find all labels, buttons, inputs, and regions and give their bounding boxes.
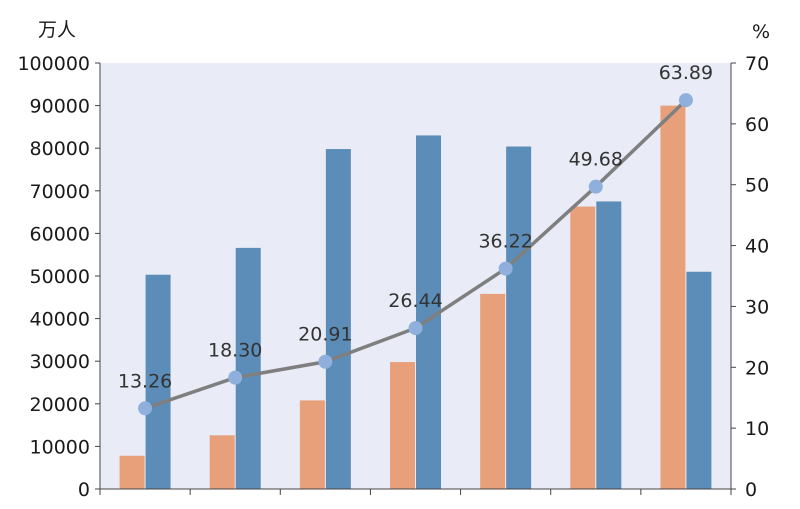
left-tick-label: 0 [78,479,90,501]
bar-series2-5 [506,146,532,489]
left-tick-label: 10000 [30,436,90,458]
right-tick-label: 20 [745,357,769,379]
bar-series1-4 [390,362,415,489]
left-axis-unit: 万人 [38,19,76,41]
right-tick-label: 30 [745,296,769,318]
ratio-point-1 [138,401,153,416]
plot-area [100,63,731,489]
right-tick-label: 70 [745,53,769,75]
bar-series2-2 [235,247,261,489]
ratio-line: 13.26 18.30 20.91 26.44 36.22 49.68 63.89 [118,62,713,416]
bar-series1-5 [480,293,506,489]
right-tick-label: 60 [745,114,769,136]
left-tick-label: 50000 [30,266,90,288]
bar-series2-1 [145,274,171,489]
ratio-label-2: 18.30 [208,340,262,362]
ratio-point-5 [498,261,513,276]
ratio-point-4 [408,321,423,336]
bar-series2-7 [686,271,712,489]
left-tick-label: 90000 [30,96,90,118]
ratio-point-6 [588,179,603,194]
bar-series1-1 [119,455,145,489]
bar-series2-3 [325,149,351,489]
ratio-point-3 [318,354,333,369]
ratio-label-5: 36.22 [478,231,532,253]
bar-series1-7 [660,105,686,489]
right-tick-label: 40 [745,236,769,258]
ratio-label-7: 63.89 [659,62,713,84]
bar-series1-2 [209,435,235,489]
left-tick-label: 60000 [30,223,90,245]
right-axis-unit: % [752,21,770,43]
bars [119,105,712,490]
left-tick-label: 20000 [30,394,90,416]
left-tick-label: 80000 [30,138,90,160]
bar-series1-6 [570,206,596,489]
right-tick-label: 0 [745,479,757,501]
ratio-label-6: 49.68 [569,149,623,171]
left-tick-label: 40000 [30,309,90,331]
axes: 0 10000 20000 30000 40000 50000 60000 70000 8000… [17,53,769,501]
ratio-label-4: 26.44 [388,290,442,312]
left-tick-label: 70000 [30,181,90,203]
ratio-label-3: 20.91 [298,324,352,346]
ratio-point-7 [678,93,693,108]
ratio-point-2 [228,370,243,385]
bar-series1-3 [299,400,325,489]
ratio-label-1: 13.26 [118,370,172,392]
bar-series2-6 [596,201,622,489]
left-tick-label: 100000 [17,53,90,75]
right-tick-label: 50 [745,175,769,197]
right-tick-label: 10 [745,418,769,440]
left-tick-label: 30000 [30,351,90,373]
